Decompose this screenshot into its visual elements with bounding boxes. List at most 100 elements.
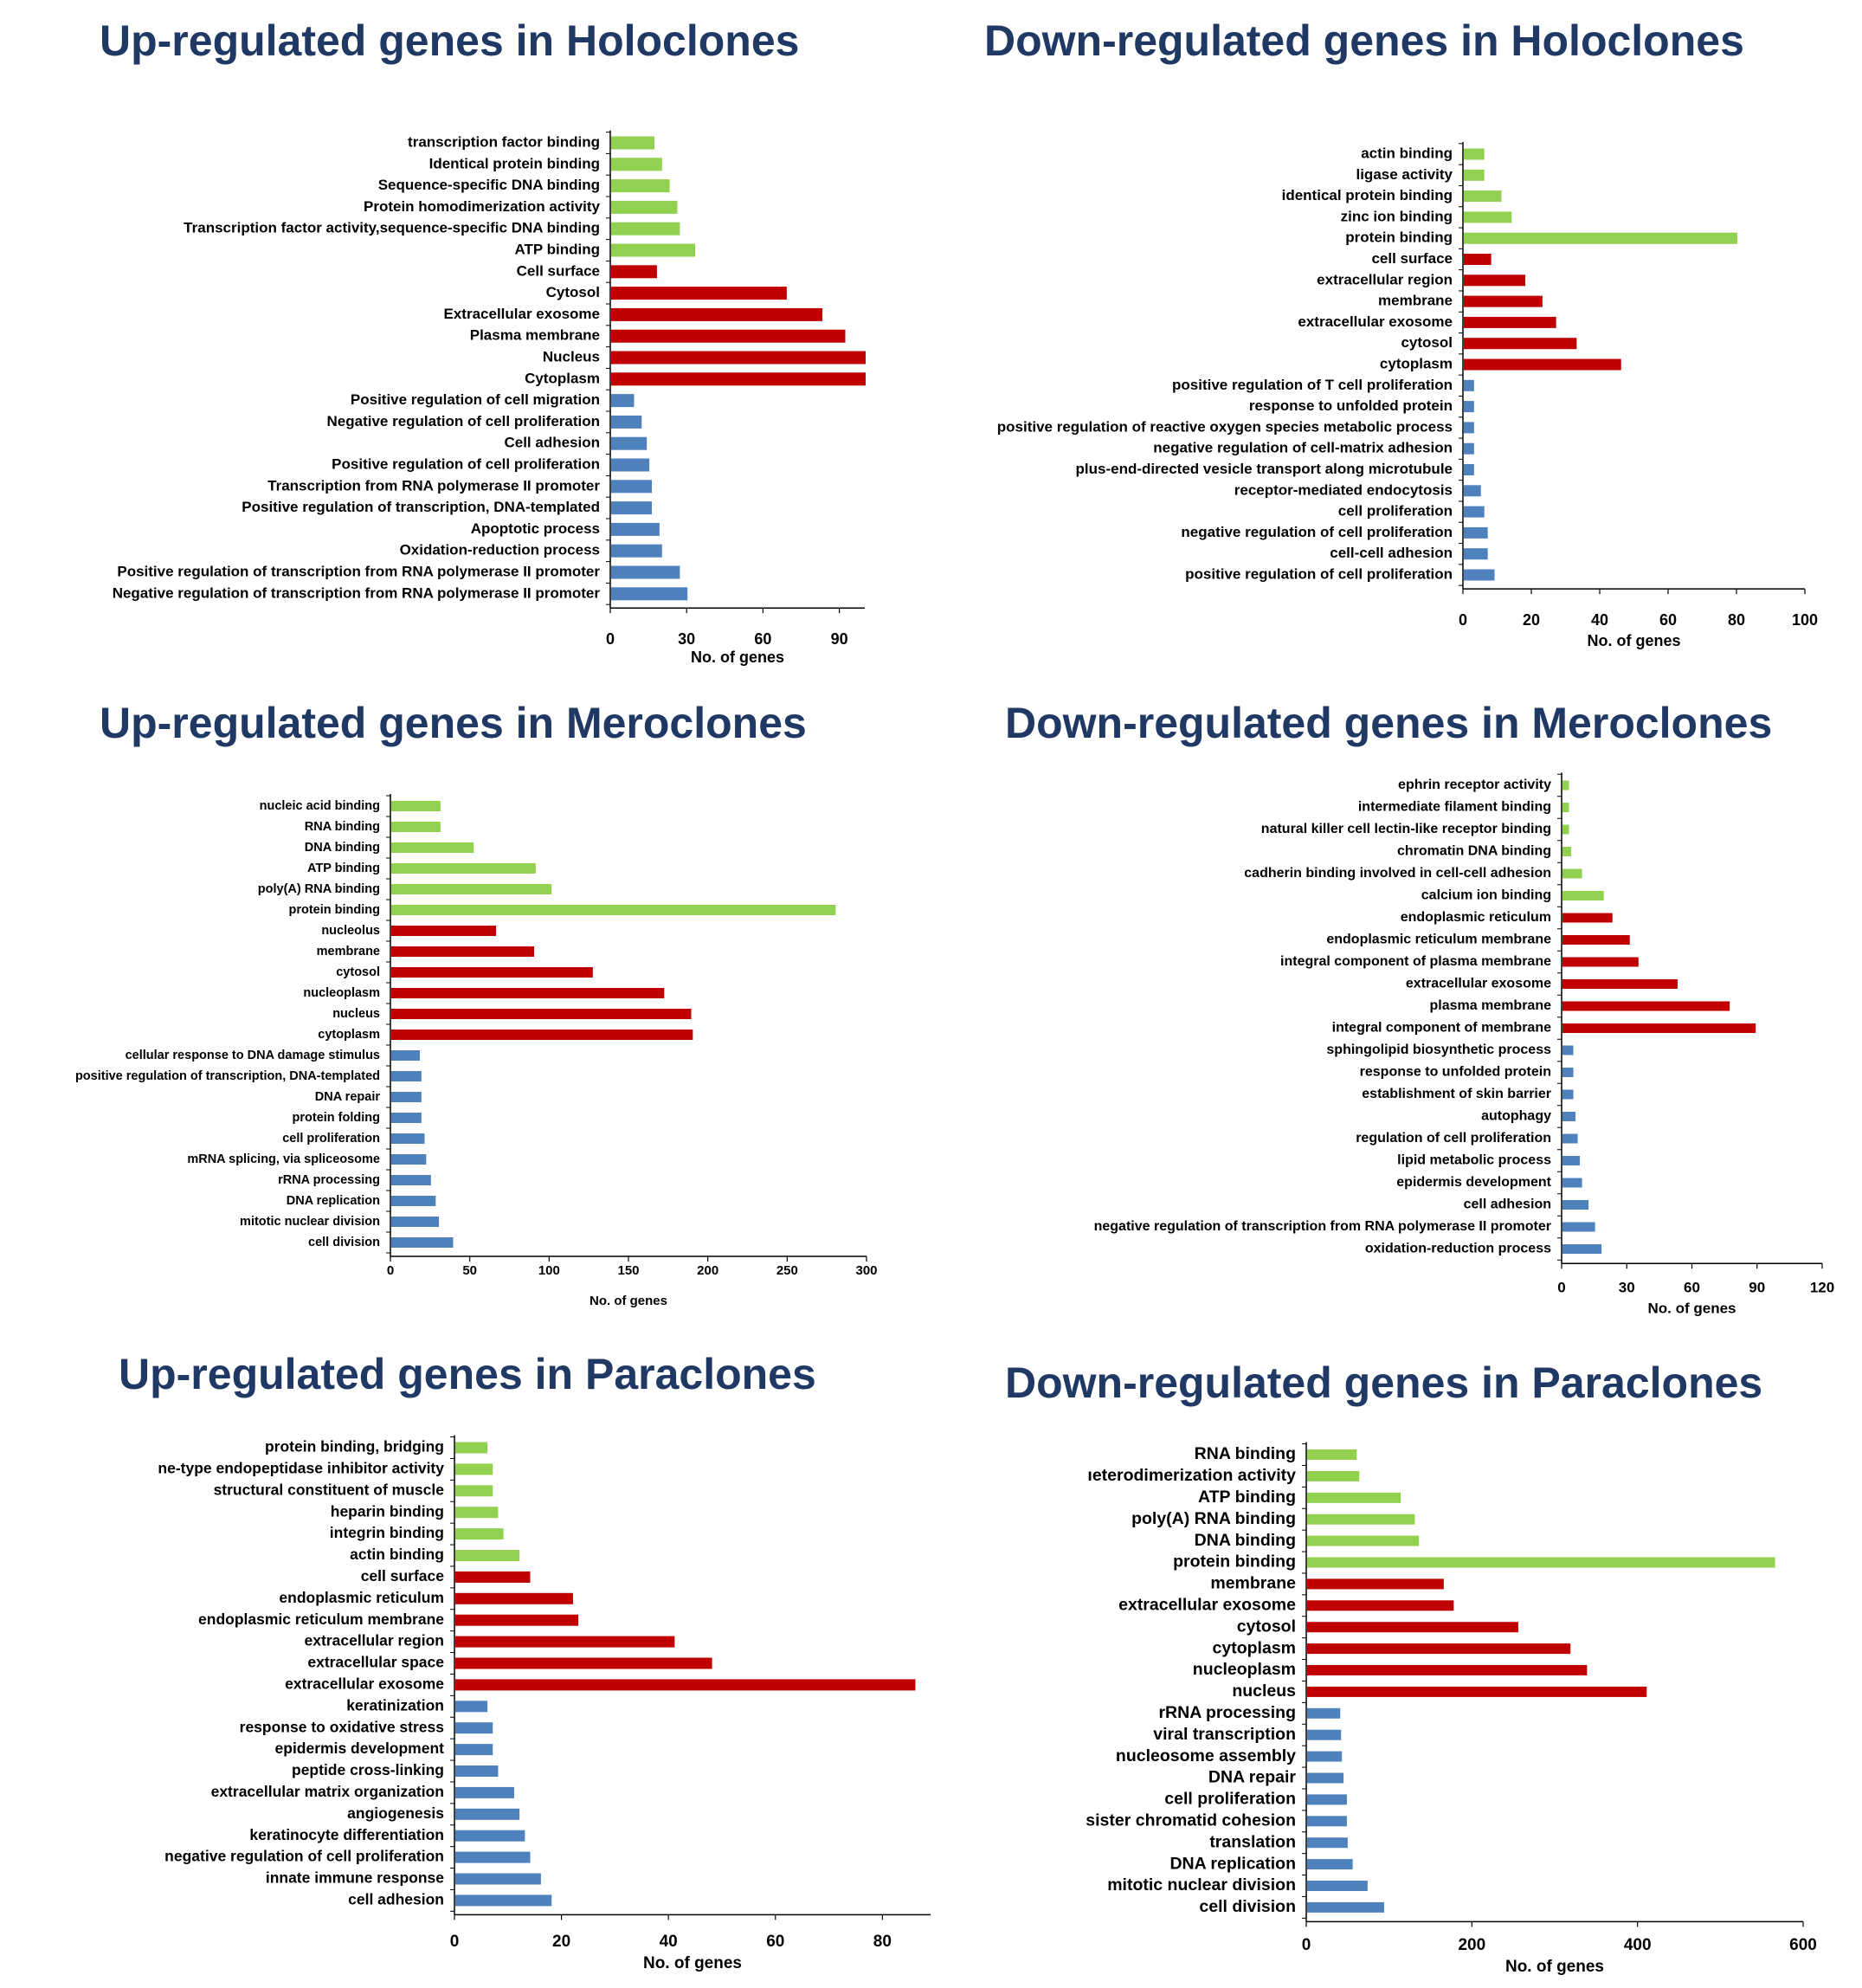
category-label: establishment of skin barrier	[1362, 1087, 1551, 1101]
category-label: autophagy	[1481, 1109, 1551, 1124]
category-label: extracellular exosome	[1118, 1595, 1296, 1614]
bar	[391, 988, 665, 998]
tick-label: 60	[754, 630, 771, 648]
bar	[1464, 442, 1474, 455]
bar	[611, 394, 635, 408]
category-label: cytoplasm	[318, 1028, 380, 1042]
tick-label: 90	[1749, 1279, 1765, 1295]
tick-label: 40	[1591, 611, 1608, 629]
bar	[455, 1894, 552, 1907]
bar	[391, 822, 441, 832]
category-label: DNA replication	[1169, 1854, 1296, 1873]
bar	[611, 329, 846, 343]
category-label: cell adhesion	[1464, 1197, 1551, 1212]
category-label: keratinocyte differentiation	[249, 1826, 444, 1843]
category-label: cytosol	[336, 965, 380, 979]
bar	[1562, 979, 1678, 989]
chart-title: Up-regulated genes in Meroclones	[100, 699, 807, 747]
category-label: nucleus	[1232, 1681, 1296, 1701]
tick-label: 200	[1458, 1936, 1485, 1954]
bar	[1464, 232, 1737, 244]
category-label: nucleoplasm	[1193, 1660, 1296, 1679]
bar	[1307, 1492, 1401, 1503]
category-label: poly(A) RNA binding	[258, 882, 380, 896]
category-label: cell adhesion	[348, 1891, 444, 1908]
bar	[1307, 1449, 1357, 1460]
category-label: Extracellular exosome	[444, 306, 600, 322]
bar	[1562, 913, 1613, 923]
tick-label: 0	[1302, 1936, 1311, 1954]
bar	[611, 480, 653, 494]
chart-panel-down-meroclones: Down-regulated genes in Meroclones ephri…	[931, 684, 1862, 1342]
category-label: Identical protein binding	[429, 155, 600, 171]
x-axis-label: No. of genes	[643, 1954, 742, 1972]
category-label: cellular response to DNA damage stimulus	[126, 1049, 380, 1062]
tick-label: 60	[1659, 611, 1677, 629]
category-label: integral component of membrane	[1332, 1021, 1551, 1036]
bar	[1562, 891, 1604, 900]
bar	[391, 946, 534, 957]
bar-chart: RNA binding ıeterodimerization activity AT…	[1086, 1442, 1817, 1976]
bar	[391, 842, 474, 853]
bar	[1562, 824, 1569, 835]
bar	[611, 287, 787, 300]
bar	[391, 1009, 692, 1019]
category-label: endoplasmic reticulum	[1401, 910, 1551, 925]
category-label: integrin binding	[330, 1524, 444, 1541]
bar	[455, 1744, 493, 1756]
category-label: RNA binding	[1195, 1444, 1296, 1463]
bar	[1562, 1244, 1602, 1254]
category-label: cytoplasm	[1213, 1638, 1296, 1657]
bar	[455, 1830, 525, 1842]
category-label: endoplasmic reticulum membrane	[1326, 933, 1551, 947]
category-label: extracellular matrix organization	[211, 1783, 444, 1800]
category-label: negative regulation of transcription fro…	[1094, 1219, 1551, 1234]
bar	[1464, 211, 1512, 223]
bar	[1562, 868, 1582, 879]
category-label: rRNA processing	[278, 1173, 380, 1187]
bar-chart: ephrin receptor activity intermediate fil…	[1094, 772, 1834, 1316]
category-label: keratinization	[346, 1696, 444, 1714]
category-label: actin binding	[1361, 145, 1453, 161]
bar	[1562, 1178, 1582, 1188]
category-label: endoplasmic reticulum	[279, 1589, 444, 1606]
bar	[1307, 1514, 1415, 1525]
bar	[455, 1485, 493, 1497]
x-axis-label: No. of genes	[1505, 1958, 1604, 1976]
category-label: ligase activity	[1356, 166, 1453, 183]
category-label: Positive regulation of transcription fro…	[117, 563, 600, 579]
tick-label: 60	[766, 1933, 784, 1951]
category-label: membrane	[317, 945, 380, 958]
bar	[1464, 422, 1474, 434]
category-label: cell division	[1199, 1897, 1296, 1916]
tick-label: 400	[1624, 1936, 1652, 1954]
category-label: translation	[1209, 1832, 1296, 1851]
category-label: Plasma membrane	[470, 327, 600, 344]
category-label: cell division	[308, 1236, 380, 1249]
bar	[1464, 295, 1543, 307]
bar	[1307, 1470, 1360, 1481]
tick-label: 20	[552, 1933, 570, 1951]
category-label: natural killer cell lectin-like receptor…	[1261, 822, 1551, 836]
tick-label: 60	[1684, 1279, 1700, 1295]
category-label: chromatin DNA binding	[1397, 844, 1551, 859]
category-label: ATP binding	[307, 862, 380, 875]
bar	[1562, 1045, 1574, 1055]
category-label: cell surface	[1371, 250, 1453, 267]
category-label: intermediate filament binding	[1358, 800, 1551, 815]
bar	[1464, 169, 1485, 181]
category-label: Positive regulation of cell migration	[351, 391, 600, 408]
bar	[455, 1679, 916, 1691]
category-label: cell proliferation	[1164, 1790, 1296, 1809]
category-label: cytosol	[1401, 334, 1453, 351]
chart-title: Down-regulated genes in Meroclones	[1005, 699, 1773, 747]
category-label: epidermis development	[275, 1740, 445, 1757]
category-label: transcription factor binding	[408, 133, 600, 150]
category-label: Negative regulation of cell proliferatio…	[327, 413, 601, 429]
bar	[611, 587, 688, 601]
category-label: extracellular region	[1317, 271, 1453, 287]
bar	[1307, 1665, 1588, 1675]
category-label: response to oxidative stress	[240, 1718, 445, 1735]
category-label: ATP binding	[1198, 1488, 1296, 1507]
category-label: sphingolipid biosynthetic process	[1326, 1042, 1551, 1057]
